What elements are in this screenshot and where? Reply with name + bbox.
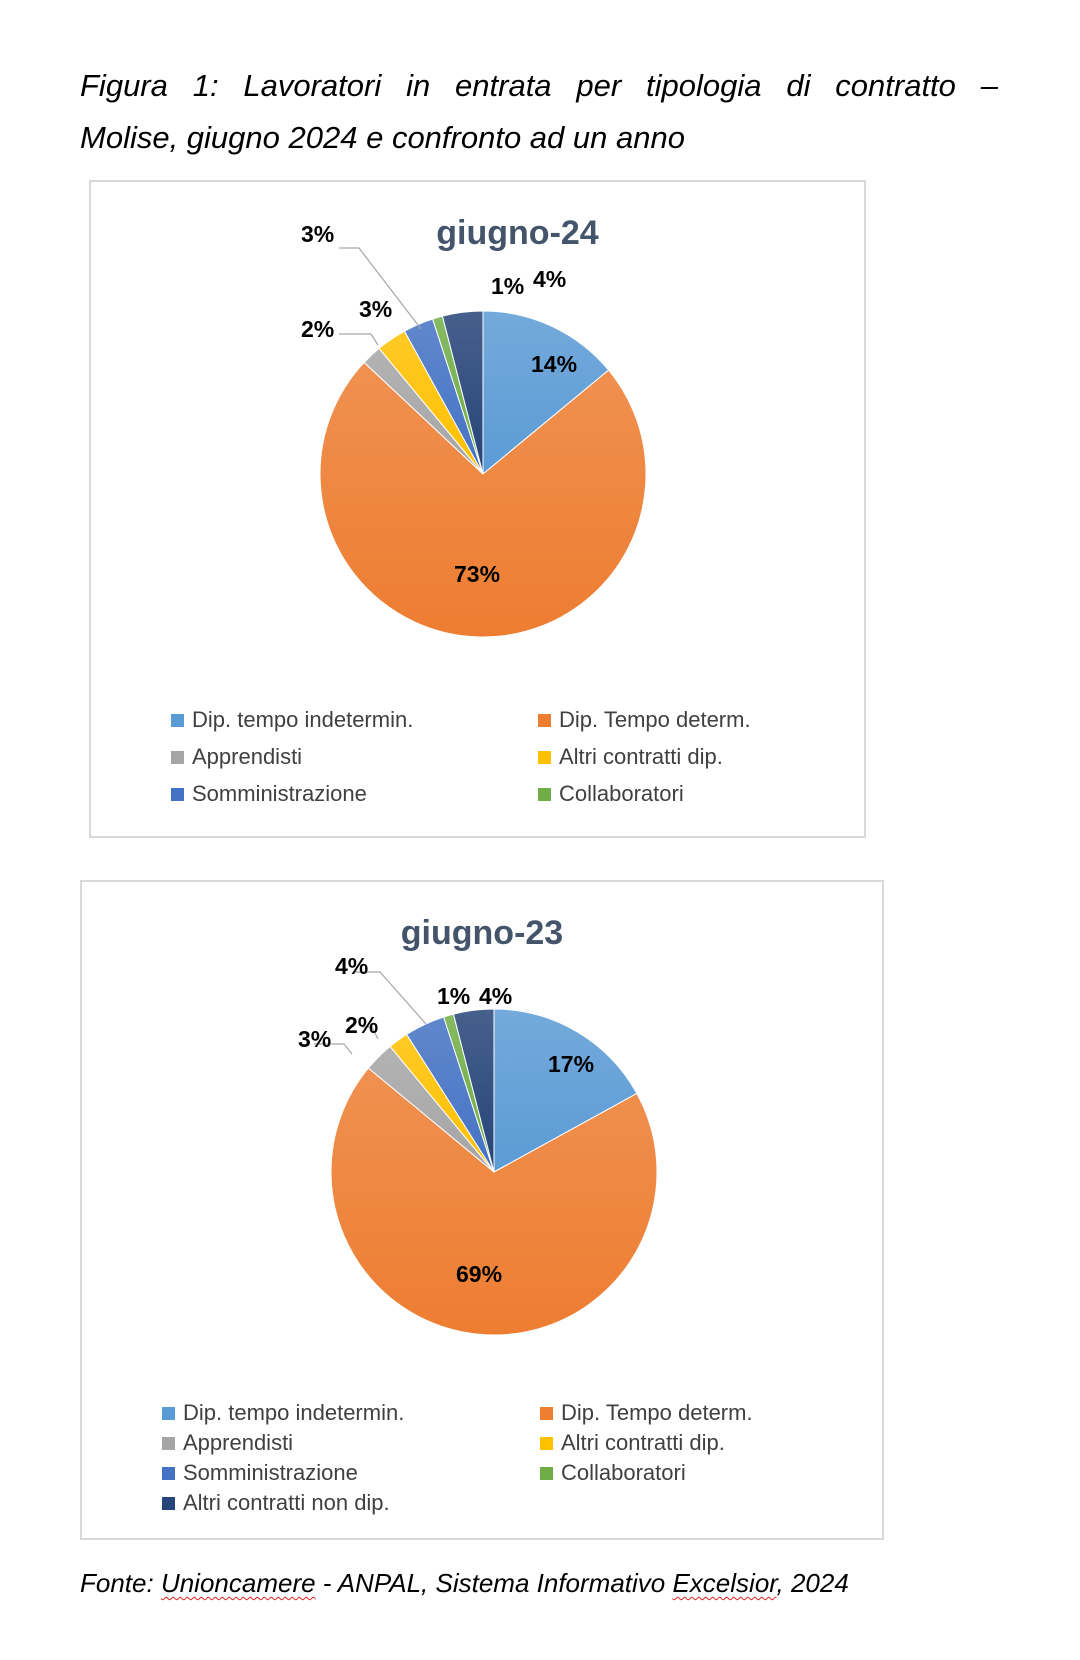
legend-label: Somministrazione	[183, 1460, 358, 1485]
legend-item: Dip. Tempo determ.	[540, 1400, 753, 1426]
source-unioncamere: Unioncamere	[160, 1568, 316, 1598]
source-prefix: Fonte:	[80, 1568, 161, 1598]
leader-line	[314, 1043, 353, 1055]
legend-item: Apprendisti	[171, 744, 302, 770]
legend-swatch	[171, 713, 184, 727]
legend-label: Dip. Tempo determ.	[561, 1400, 753, 1425]
legend-label: Apprendisti	[192, 744, 303, 769]
legend-item: Dip. tempo indetermin.	[171, 707, 413, 733]
legend-swatch	[162, 1466, 175, 1480]
legend-item: Apprendisti	[162, 1430, 293, 1456]
legend-swatch	[162, 1436, 175, 1450]
legend-swatch	[162, 1406, 175, 1420]
legend-label: Altri contratti non dip.	[183, 1490, 390, 1515]
legend-item: Collaboratori	[538, 781, 684, 807]
slice-data-label: 1%	[437, 983, 470, 1009]
legend-swatch	[171, 787, 184, 801]
legend-label: Dip. Tempo determ.	[559, 707, 751, 732]
legend-label: Collaboratori	[561, 1460, 686, 1485]
slice-data-label: 3%	[359, 296, 392, 322]
legend-swatch	[162, 1496, 175, 1510]
slice-data-label: 17%	[548, 1051, 594, 1077]
legend-label: Altri contratti dip.	[559, 744, 723, 769]
slice-data-label: 2%	[345, 1012, 378, 1038]
caption-line-1: Figura 1: Lavoratori in entrata per tipo…	[80, 68, 998, 103]
legend-item: Dip. Tempo determ.	[538, 707, 751, 733]
legend-label: Collaboratori	[559, 781, 684, 806]
pie-slice-dip-tempo-determ	[330, 1067, 658, 1336]
source-excelsior: Excelsior	[672, 1568, 777, 1598]
slice-data-label: 73%	[454, 561, 500, 587]
legend-swatch	[538, 713, 551, 727]
legend-item: Somministrazione	[162, 1460, 358, 1486]
chart-title: giugno-24	[436, 214, 599, 252]
slice-data-label: 14%	[531, 351, 577, 377]
slice-data-label: 2%	[301, 316, 334, 342]
pie-chart-giugno-23-svg: 17% 69% 3% 2% 4% 1% 4%	[298, 953, 658, 1336]
legend-swatch	[540, 1436, 553, 1450]
slice-data-label: 69%	[456, 1261, 502, 1287]
legend-swatch	[538, 750, 551, 764]
legend-item: Somministrazione	[171, 781, 367, 807]
legend-label: Dip. tempo indetermin.	[183, 1400, 405, 1425]
legend-item: Altri contratti dip.	[540, 1430, 725, 1456]
leader-line	[355, 971, 427, 1025]
legend-item: Altri contratti dip.	[538, 744, 723, 770]
source-year: , 2024	[776, 1568, 849, 1598]
pie-slice-altri-contratti-non-dip	[441, 310, 484, 475]
slice-data-label: 1%	[491, 273, 524, 299]
pie-chart-giugno-24-svg: 14% 73% 2% 3% 3% 1% 4%	[301, 221, 647, 638]
legend-swatch	[540, 1466, 553, 1480]
figure-caption: Figura 1: Lavoratori in entrata per tipo…	[80, 60, 998, 164]
legend-item: Dip. tempo indetermin.	[162, 1400, 404, 1426]
leader-line	[362, 1026, 379, 1040]
leader-line	[339, 247, 422, 330]
leader-line	[339, 333, 379, 346]
source-note: Fonte: Unioncamere - ANPAL, Sistema Info…	[80, 1568, 849, 1599]
pie-slice-dip-tempo-indetermin	[493, 1008, 638, 1173]
legend-label: Apprendisti	[183, 1430, 294, 1455]
slice-data-label: 4%	[479, 983, 512, 1009]
chart-giugno-23: 17% 69% 3% 2% 4% 1% 4% giugno-23 Dip. tempo in…	[80, 880, 884, 1540]
pie-slice-dip-tempo-indetermin	[482, 310, 610, 476]
slice-data-label: 3%	[301, 221, 334, 247]
legend-label: Altri contratti dip.	[561, 1430, 725, 1455]
slice-data-label: 4%	[533, 266, 566, 292]
caption-line-2: Molise, giugno 2024 e confronto ad un an…	[80, 120, 685, 155]
slice-data-label: 3%	[298, 1026, 331, 1052]
legend-item: Collaboratori	[540, 1460, 686, 1486]
legend-label: Dip. tempo indetermin.	[192, 707, 414, 732]
source-middle: - ANPAL, Sistema Informativo	[315, 1568, 673, 1598]
legend-swatch	[538, 787, 551, 801]
legend-swatch	[171, 750, 184, 764]
legend-item: Altri contratti non dip.	[162, 1490, 390, 1516]
chart-title: giugno-23	[400, 914, 564, 952]
pie-slice-altri-contratti-non-dip	[452, 1008, 495, 1173]
chart-giugno-24: 14% 73% 2% 3% 3% 1% 4% giugno-24 Dip. tempo in…	[89, 180, 866, 838]
legend-label: Somministrazione	[192, 781, 367, 806]
slice-data-label: 4%	[335, 953, 368, 979]
legend-swatch	[540, 1406, 553, 1420]
pie-slice-dip-tempo-determ	[319, 361, 647, 638]
